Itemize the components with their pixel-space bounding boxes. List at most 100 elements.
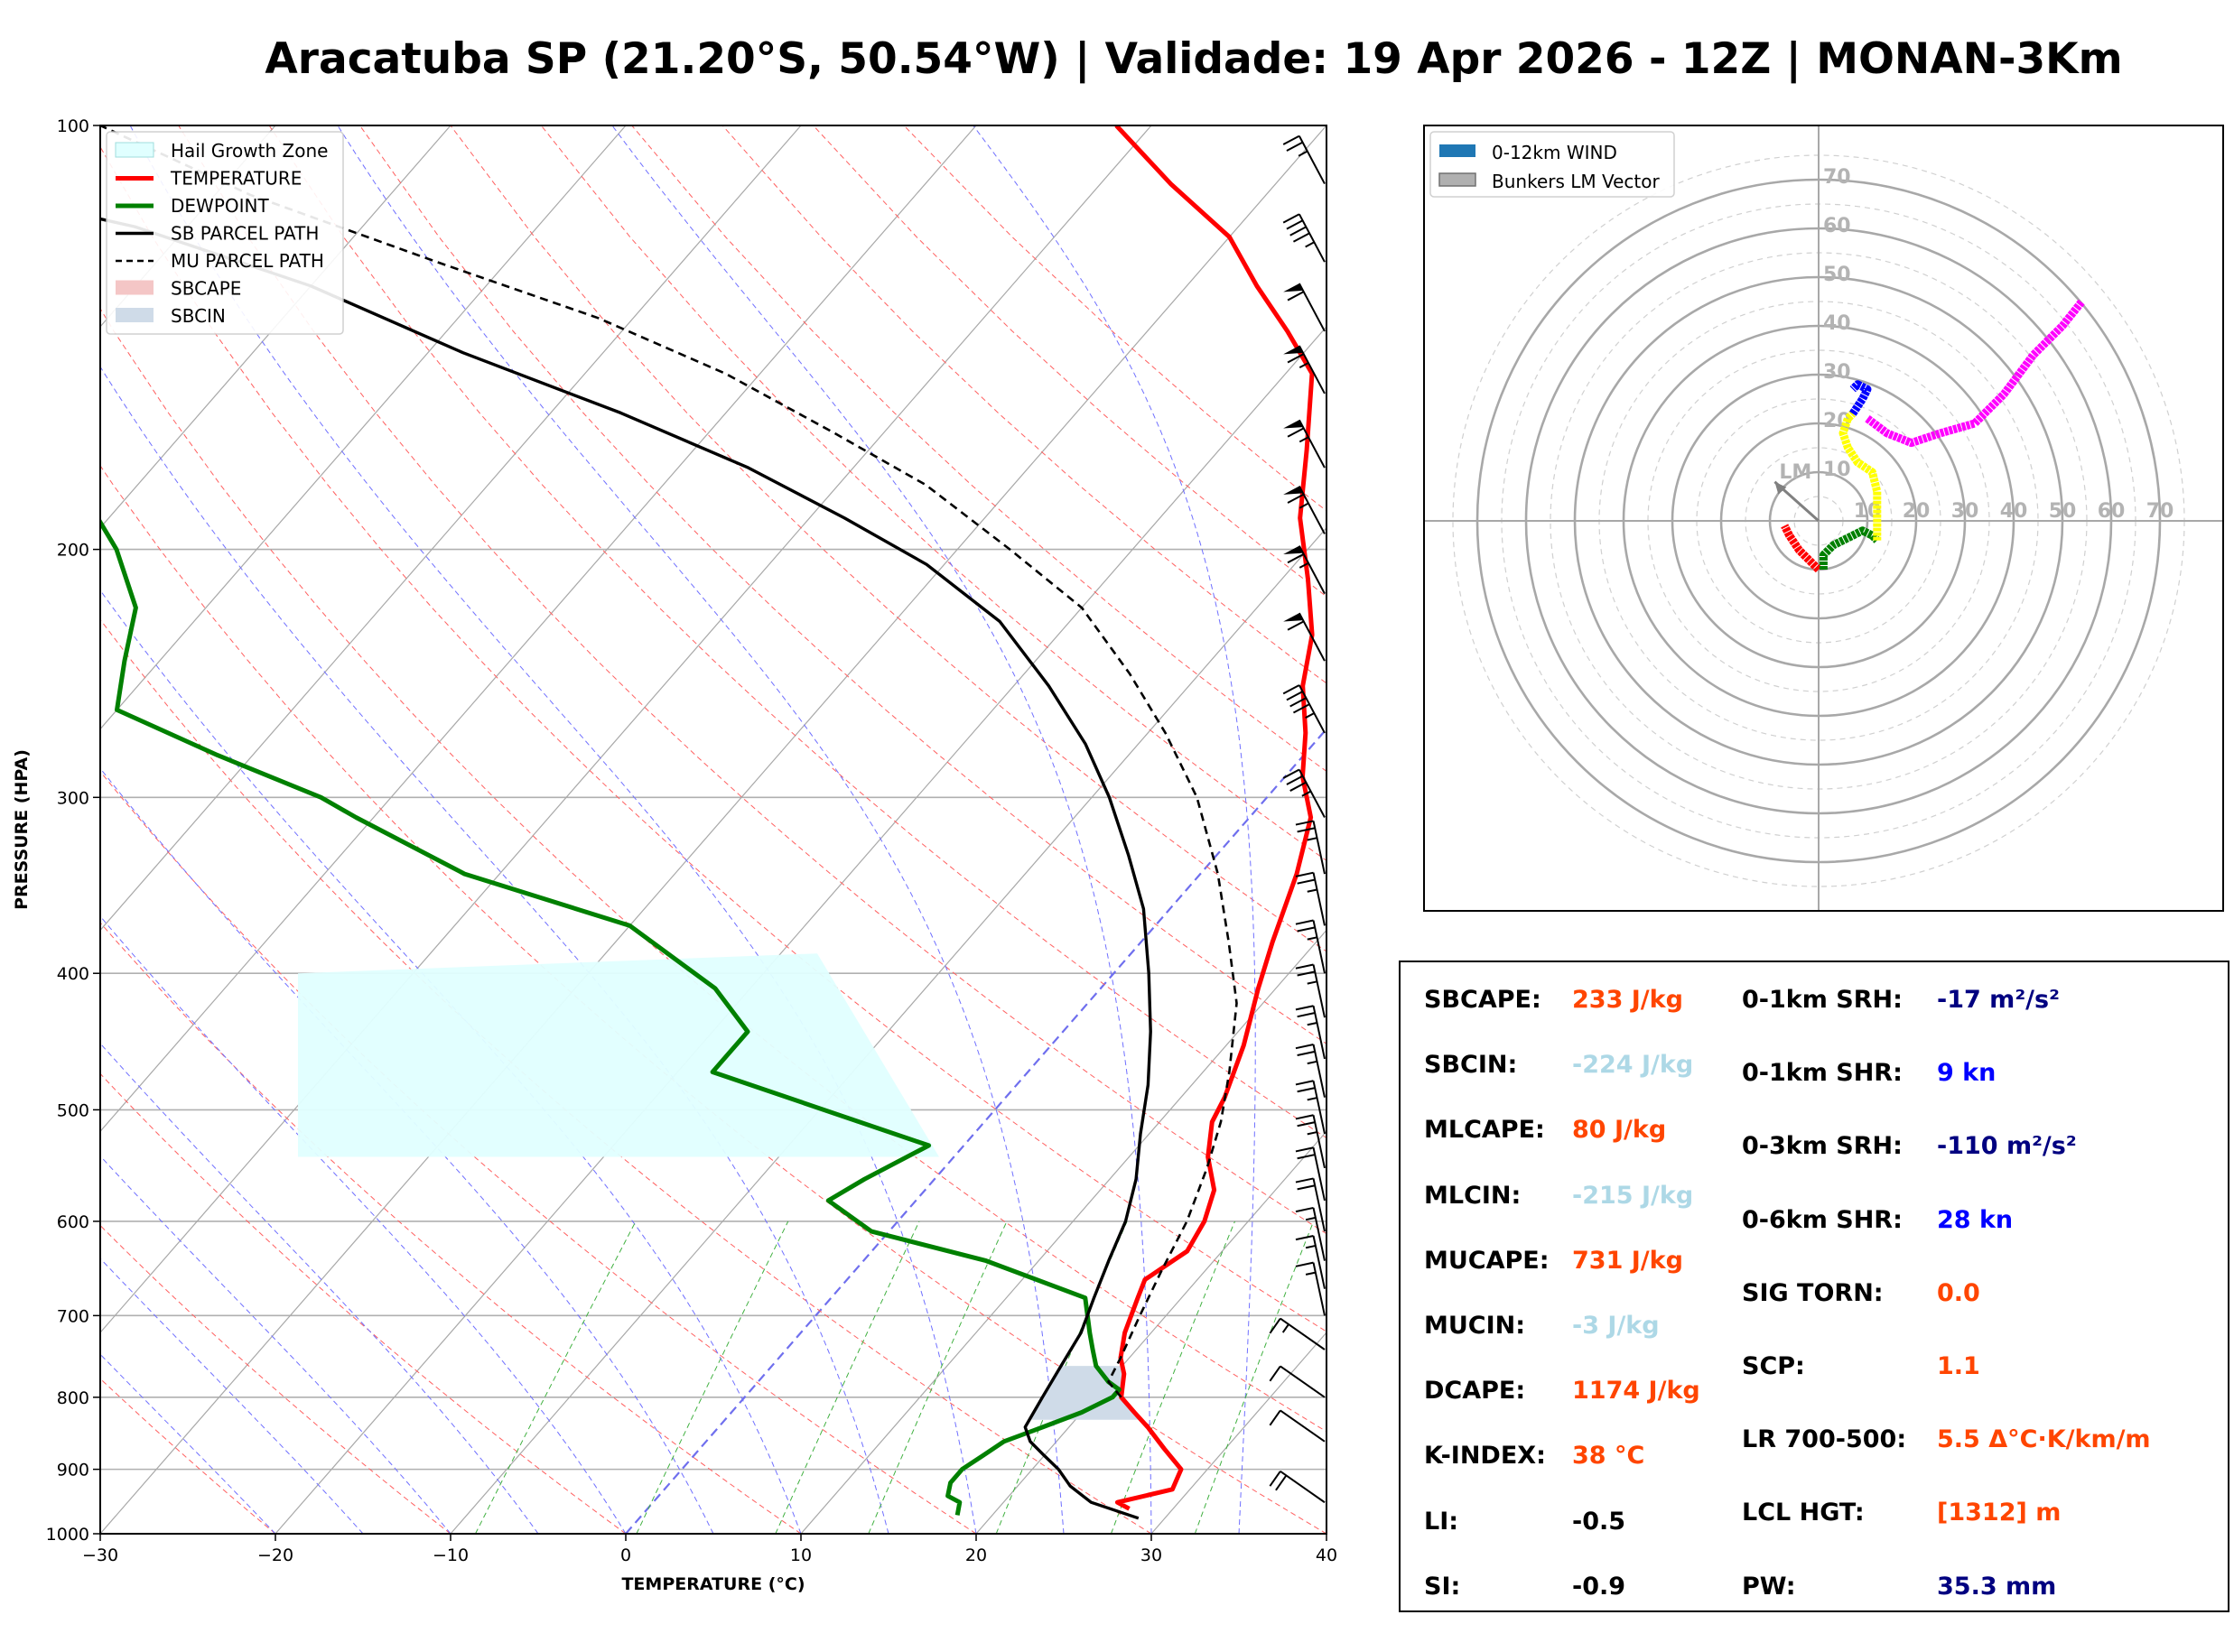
legend-swatch: [1438, 172, 1476, 187]
legend-label: 0-12km WIND: [1492, 142, 1617, 163]
wind-barb-half-feather: [1307, 936, 1317, 941]
y-tick-label: 300: [57, 788, 89, 808]
wind-barb-feather: [1282, 768, 1300, 779]
param-value: 731 J/kg: [1572, 1246, 1683, 1275]
hodograph-segment: [1849, 380, 1872, 416]
hodograph-segment: [1838, 411, 1882, 541]
wind-barb-shaft: [1298, 135, 1326, 185]
param-label: PW:: [1742, 1572, 1796, 1601]
wind-barb-half-feather: [1305, 1271, 1317, 1276]
param-value: 0.0: [1937, 1278, 1980, 1307]
dry-adiabat: [100, 770, 977, 1534]
wind-barb-feather: [1286, 775, 1304, 785]
wind-barb-feather: [1297, 1087, 1316, 1093]
wind-barb-feather: [1286, 141, 1304, 152]
wind-barb-feather: [1295, 1206, 1314, 1213]
legend-swatch: [116, 308, 154, 322]
wind-barb-feather: [1297, 1012, 1316, 1018]
dry-adiabat: [100, 1378, 276, 1534]
wind-barb-shaft: [1312, 1115, 1326, 1169]
wind-barb-feather: [1295, 1235, 1314, 1241]
wind-barb-half-feather: [1301, 790, 1312, 797]
hodograph-segment: [1819, 526, 1880, 570]
param-value: 1174 J/kg: [1572, 1377, 1700, 1406]
wind-barb-feather: [1287, 552, 1305, 564]
wind-barb-half-feather: [1299, 561, 1309, 569]
wind-barb-feather: [1295, 1114, 1314, 1120]
isotherm-line: [975, 1130, 1326, 1534]
wind-barb-half-feather: [1307, 1131, 1317, 1136]
y-tick-label: 500: [57, 1100, 89, 1120]
y-axis-label: PRESSURE (HPA): [12, 749, 32, 910]
hodograph-ring-label-x: 30: [1951, 500, 1979, 523]
legend-label: SB PARCEL PATH: [171, 223, 319, 245]
skewt-legend-box: [106, 131, 344, 335]
param-label: LR 700-500:: [1742, 1425, 1907, 1454]
param-label: LI:: [1424, 1507, 1459, 1536]
x-tick-label: −30: [82, 1545, 118, 1565]
x-tick-label: −10: [433, 1545, 469, 1565]
isotherm-line: [100, 125, 627, 730]
wind-barb-feather: [1282, 684, 1300, 695]
dry-adiabat: [100, 618, 1152, 1534]
wind-barb-shaft: [1312, 1207, 1326, 1261]
param-label: 0-1km SHR:: [1742, 1059, 1903, 1088]
dry-adiabat: [100, 464, 1326, 1534]
wind-barb-feather: [1289, 697, 1307, 708]
y-tick-label: 200: [57, 541, 89, 561]
wind-barb-flag: [1283, 345, 1304, 355]
wind-barb-feather: [1295, 871, 1314, 877]
wind-barb-feather: [1295, 820, 1314, 826]
wind-barb: [1283, 345, 1326, 394]
param-value: 38 °C: [1572, 1442, 1645, 1471]
wind-barb-feather: [1289, 781, 1307, 792]
wind-barb-shaft: [1280, 1471, 1326, 1504]
dry-adiabat: [100, 1224, 451, 1534]
wind-barb-feather: [1287, 291, 1305, 302]
chart-title: Aracatuba SP (21.20°S, 50.54°W) | Valida…: [265, 34, 2123, 84]
wind-barb-half-feather: [1281, 1323, 1289, 1333]
zero-isotherm: [625, 727, 1326, 1534]
isotherm-line: [100, 125, 802, 932]
wind-barb: [1269, 1409, 1326, 1443]
hodograph-legend-box: [1429, 131, 1675, 198]
y-tick-label: 700: [57, 1306, 89, 1326]
wind-barb-feather: [1269, 1365, 1281, 1382]
param-value: 35.3 mm: [1937, 1572, 2057, 1601]
param-label: MLCAPE:: [1424, 1116, 1545, 1145]
wind-barb-feather: [1297, 827, 1316, 833]
legend-label: Hail Growth Zone: [171, 140, 328, 162]
sbcin-area: [1029, 1366, 1141, 1420]
mixing-ratio-line: [1110, 1220, 1235, 1534]
wind-barb: [1282, 768, 1326, 818]
wind-barb-half-feather: [1299, 362, 1309, 369]
wind-barb: [1295, 871, 1326, 926]
wind-barb-half-feather: [1305, 1216, 1317, 1221]
wind-barb-feather: [1287, 620, 1305, 631]
wind-barb-shaft: [1298, 213, 1326, 263]
wind-barb-feather: [1295, 919, 1314, 925]
wind-barb: [1295, 1206, 1326, 1261]
wind-barb-flag: [1283, 613, 1304, 622]
wind-barb-feather: [1287, 427, 1305, 438]
wind-barb-feather: [1269, 1471, 1281, 1487]
mixing-ratio-line: [1194, 1220, 1315, 1534]
x-tick-label: 40: [1316, 1545, 1337, 1565]
wind-barb-shaft: [1312, 1081, 1326, 1135]
wind-barb: [1295, 919, 1326, 974]
wind-barb-feather: [1297, 878, 1316, 885]
legend-label: SBCAPE: [171, 278, 241, 300]
isotherm-line: [100, 125, 977, 1133]
moist-adiabat: [100, 1258, 364, 1534]
wind-barb-flag: [1283, 545, 1304, 555]
wind-barb: [1283, 545, 1326, 595]
wind-barb-feather: [1287, 353, 1305, 364]
hodograph-ring-label-y: 10: [1823, 459, 1851, 481]
param-value: 1.1: [1937, 1352, 1980, 1380]
x-tick-label: 20: [965, 1545, 987, 1565]
x-axis-label: TEMPERATURE (°C): [621, 1574, 805, 1594]
param-label: MUCAPE:: [1424, 1246, 1550, 1275]
wind-barb: [1295, 820, 1326, 875]
isotherm-line: [100, 125, 451, 529]
